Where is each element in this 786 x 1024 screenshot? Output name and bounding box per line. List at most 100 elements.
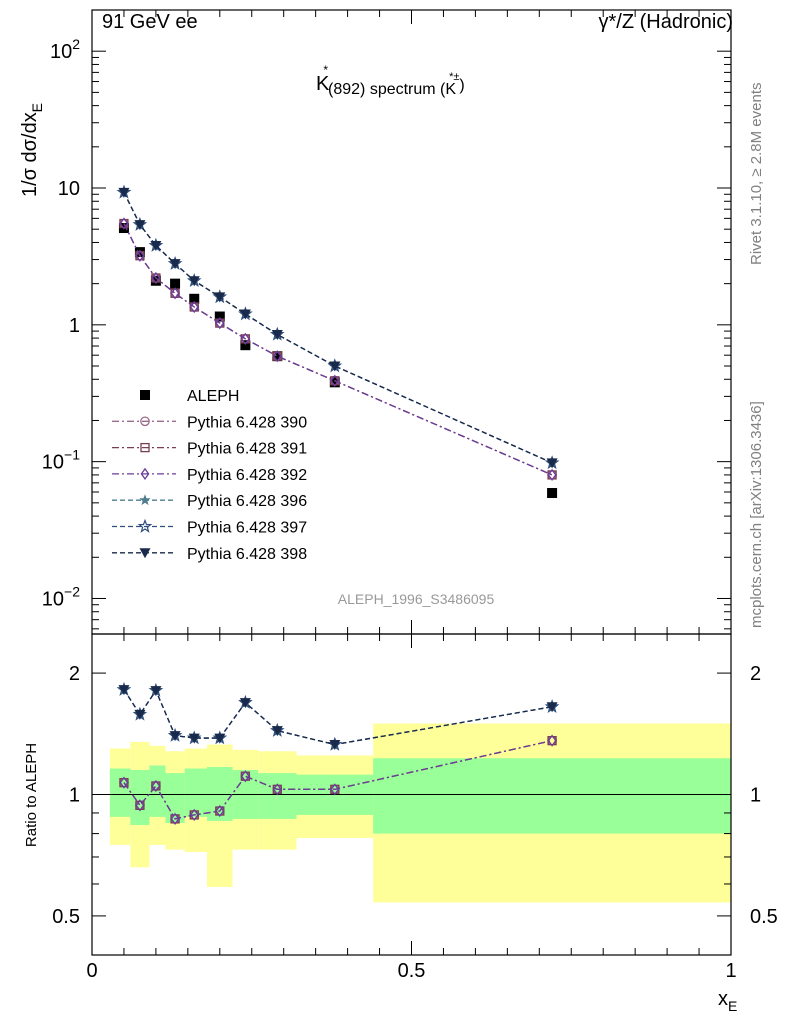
legend-label: Pythia 6.428 391 <box>187 441 307 458</box>
ratio-data-point <box>239 698 251 709</box>
ratio-data-point <box>135 799 145 812</box>
ratio-plot-panel: 0.5 0.5 1 1 2 2 0 0.5 1 <box>52 633 778 982</box>
legend-entry: Pythia 6.428 390 <box>112 414 307 431</box>
plot-frame <box>91 9 732 635</box>
data-point <box>151 271 161 285</box>
data-point <box>119 217 129 230</box>
legend: ALEPH Pythia 6.428 390 Pythia 6.428 391 Pyt… <box>112 388 307 563</box>
series-pythia-6-428-391 <box>119 218 557 480</box>
main-ylabel-sub: E <box>29 103 45 112</box>
ratio-data-point <box>330 783 340 796</box>
ratio-y-tick-label-right: 0.5 <box>750 906 778 928</box>
data-point <box>134 220 146 231</box>
uncertainty-band-inner <box>109 768 131 817</box>
y-tick-label-exp: −1 <box>64 447 80 463</box>
main-ylabel-text: 1/σ dσ/dx <box>19 112 41 197</box>
data-point <box>240 332 250 345</box>
ratio-data-point <box>118 685 130 696</box>
legend-entry: Pythia 6.428 397 <box>112 518 307 537</box>
y-tick-label-base: 10 <box>42 452 64 474</box>
data-point <box>330 374 340 387</box>
y-tick-label: 10−2 <box>42 583 80 610</box>
legend-marker <box>140 442 150 453</box>
data-point <box>546 458 558 469</box>
y-tick-label: 10−1 <box>42 447 80 474</box>
legend-label: Pythia 6.428 396 <box>187 493 307 510</box>
data-point <box>189 300 199 314</box>
header-left: 91 GeV ee <box>102 11 198 33</box>
legend-marker <box>140 467 150 481</box>
ratio-ylabel: Ratio to ALEPH <box>23 743 40 847</box>
ratio-y-tick-label: 2 <box>69 663 80 685</box>
x-tick-label: 1 <box>725 960 736 982</box>
ratio-data-point <box>272 783 282 796</box>
ratio-series-pythia-6-428-398 <box>118 685 558 751</box>
uncertainty-band-inner <box>373 758 731 834</box>
ratio-y-tick-label-right: 1 <box>750 785 761 807</box>
data-point <box>329 361 341 372</box>
ratio-y-tick-label: 0.5 <box>52 906 80 928</box>
uncertainty-band-inner <box>184 768 208 817</box>
series-line <box>123 223 553 476</box>
ratio-data-point <box>151 779 161 793</box>
data-point <box>189 293 200 304</box>
title-sub: (892) spectrum (K <box>328 81 456 98</box>
data-point <box>169 259 181 270</box>
data-point <box>150 275 161 286</box>
data-point <box>214 311 225 322</box>
ratio-data-point <box>214 733 226 744</box>
ratio-series-line <box>123 740 553 820</box>
data-point <box>271 329 283 340</box>
ratio-series-pythia-6-428-392 <box>119 734 557 826</box>
series-pythia-6-428-396 <box>118 186 558 468</box>
ratio-data-point <box>271 726 283 737</box>
ratio-data-point <box>170 812 180 826</box>
header-right: γ*/Z (Hadronic) <box>599 11 733 33</box>
data-point <box>170 287 180 300</box>
series-pythia-6-428-390 <box>119 218 557 480</box>
ratio-data-point <box>150 686 162 697</box>
legend-entry: Pythia 6.428 391 <box>112 441 307 458</box>
ratio-data-point <box>134 709 146 720</box>
data-point <box>240 340 251 351</box>
data-point <box>150 241 162 252</box>
ratio-y-tick-label-right: 2 <box>750 663 761 685</box>
legend-entry: Pythia 6.428 396 <box>112 493 307 510</box>
legend-marker <box>137 518 153 533</box>
data-point <box>547 488 558 499</box>
ratio-data-point <box>546 702 558 713</box>
main-ylabel: 1/σ dσ/dxE <box>19 103 45 197</box>
data-point <box>118 187 130 198</box>
y-tick-label: 10 <box>58 178 80 200</box>
x-tick-label: 0.5 <box>398 960 426 982</box>
legend-marker <box>140 416 150 427</box>
analysis-watermark: ALEPH_1996_S3486095 <box>338 591 495 607</box>
title-close: ) <box>459 77 464 94</box>
ratio-data-point <box>215 804 225 818</box>
y-tick-label-exp: 2 <box>72 36 80 52</box>
legend-marker <box>140 390 150 400</box>
series-line <box>123 223 553 476</box>
uncertainty-band-inner <box>207 766 233 821</box>
y-tick-label-base: 10 <box>50 41 72 63</box>
ratio-y-tick-label: 1 <box>69 785 80 807</box>
series-line <box>123 223 553 476</box>
ratio-data-point <box>169 731 181 742</box>
series-pythia-6-428-398 <box>118 187 558 469</box>
title-star: * <box>323 63 328 77</box>
ratio-series-line <box>123 689 553 746</box>
data-point <box>272 351 283 362</box>
uncertainty-band-inner <box>258 773 297 819</box>
data-point <box>135 249 145 262</box>
x-axis-label-sub: E <box>728 998 737 1014</box>
series-pythia-6-428-392 <box>119 217 557 482</box>
legend-label: Pythia 6.428 398 <box>187 546 307 563</box>
legend-marker <box>139 548 151 559</box>
title-sup: *± <box>449 71 459 83</box>
data-point <box>239 309 251 320</box>
mcplots-label: mcplots.cern.ch [arXiv:1306.3436] <box>748 401 765 628</box>
series-aleph <box>118 223 558 499</box>
data-point <box>329 377 340 388</box>
